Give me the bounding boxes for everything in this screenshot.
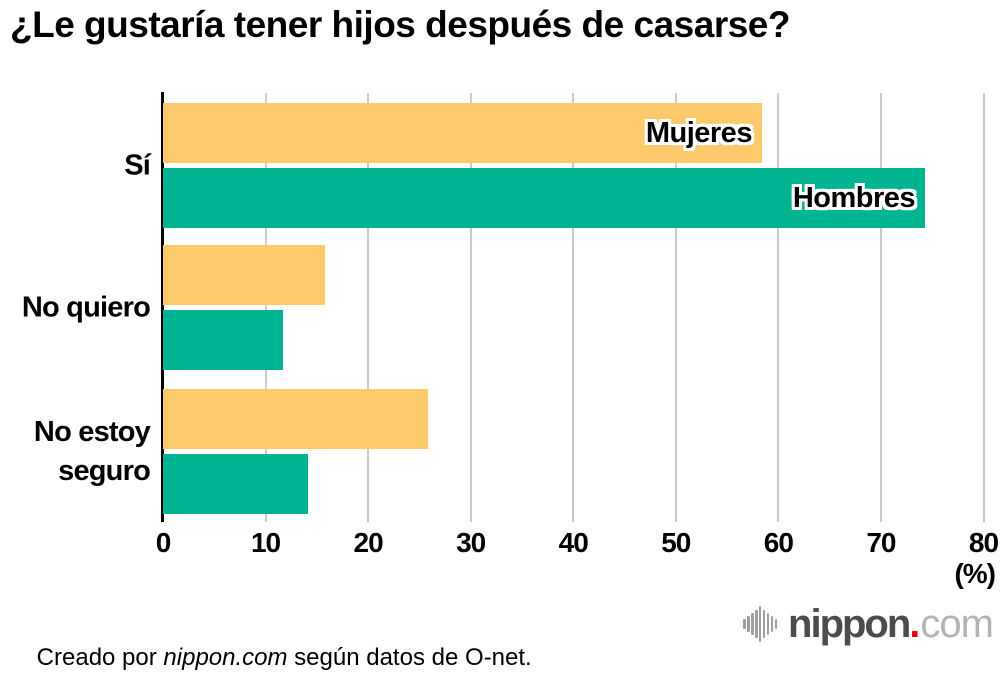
logo-bar-3 (751, 613, 753, 635)
bar-hombres-2 (163, 310, 283, 370)
x-tick-label-70: 70 (841, 527, 921, 559)
soundwave-bars-icon (743, 604, 779, 644)
bar-hombres-1: Hombres (163, 168, 925, 228)
logo-bar-7 (767, 613, 769, 635)
category-label-1: Sí (0, 146, 150, 185)
nippon-logo-text: nippon.com (788, 601, 993, 647)
logo-bar-1 (743, 619, 745, 629)
x-tick-label-50: 50 (636, 527, 716, 559)
x-tick-label-10: 10 (226, 527, 306, 559)
logo-bar-6 (763, 610, 765, 638)
series-label-mujeres: Mujeres (646, 117, 752, 150)
x-tick-label-80: 80 (944, 527, 1000, 559)
x-tick-label-0: 0 (123, 527, 203, 559)
gridline-60 (777, 93, 779, 522)
logo-bar-9 (775, 619, 777, 629)
credit-suffix: según datos de O-net. (288, 644, 532, 671)
chart-title: ¿Le gustaría tener hijos después de casa… (10, 4, 790, 46)
footer-credit: Creado por nippon.com según datos de O-n… (10, 616, 532, 700)
logo-brand: nippon (788, 601, 909, 647)
logo-dot: . (909, 601, 920, 647)
logo-bar-2 (747, 616, 749, 632)
gridline-80 (983, 93, 985, 522)
credit-prefix: Creado por (37, 644, 164, 671)
x-tick-label-40: 40 (533, 527, 613, 559)
category-label-2: No quiero (0, 288, 150, 327)
x-tick-label-20: 20 (328, 527, 408, 559)
x-tick-label-30: 30 (431, 527, 511, 559)
bar-mujeres-2 (163, 245, 325, 305)
x-tick-label-60: 60 (738, 527, 818, 559)
x-axis-unit-label: (%) (954, 558, 995, 590)
credit-brand: nippon.com (163, 644, 287, 671)
nippon-logo: nippon.com (743, 601, 993, 647)
bar-hombres-3 (163, 454, 308, 514)
bar-mujeres-1: Mujeres (163, 103, 762, 163)
logo-bar-4 (755, 610, 757, 638)
gridline-70 (880, 93, 882, 522)
logo-tld: com (920, 601, 993, 647)
chart-canvas: ¿Le gustaría tener hijos después de casa… (0, 0, 1000, 650)
category-label-3: No estoy seguro (0, 413, 150, 491)
logo-bar-8 (771, 616, 773, 632)
series-label-hombres: Hombres (793, 182, 915, 215)
plot-area: Mujeres Hombres (163, 93, 995, 522)
bar-mujeres-3 (163, 389, 428, 449)
logo-bar-5 (759, 606, 761, 642)
